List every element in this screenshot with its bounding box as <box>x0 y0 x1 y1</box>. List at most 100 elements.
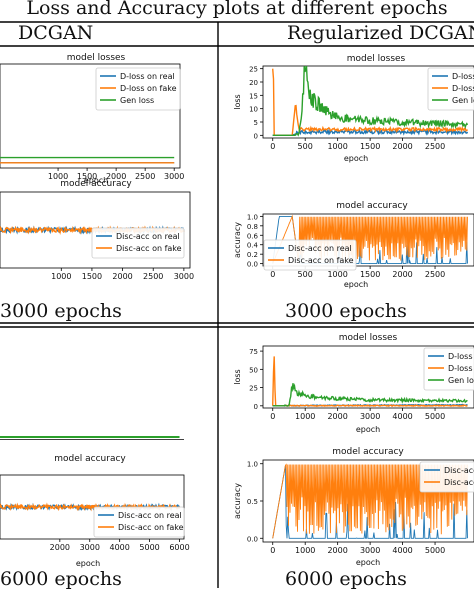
series-line-disc-acc-on-fake <box>0 502 181 512</box>
panel-regularized-3000-loss: model losses 0 500 1000 1500 2000 2500 0 5 10 15 20… <box>228 48 474 196</box>
x-tick-label: 2000 <box>392 270 412 279</box>
x-tick-label: 1000 <box>295 412 315 421</box>
y-tick-label: 0.0 <box>247 535 258 543</box>
x-tick-label: 1500 <box>360 142 380 151</box>
legend: Disc-acc on real Disc-acc on fake <box>93 506 185 538</box>
plot-area <box>272 66 469 137</box>
panel-dcgan-6000-loss <box>0 430 216 440</box>
x-tick-label: 1500 <box>77 172 97 181</box>
y-tick-label: 1.0 <box>247 213 258 221</box>
legend: D-loss on real D-loss on fake Gen loss <box>427 67 474 111</box>
plot-area <box>0 156 175 164</box>
x-tick-label: 4000 <box>392 546 412 555</box>
legend-label: D-loss on fake <box>452 84 474 93</box>
chart-title: model accuracy <box>60 179 132 189</box>
chart-dc6000_loss <box>0 436 184 440</box>
x-tick-label: 3000 <box>80 543 100 552</box>
y-tick-label: 0 <box>254 403 258 411</box>
y-tick-label: 20 <box>249 79 258 87</box>
legend-label: D-loss on real <box>120 72 175 81</box>
legend-label: D-loss on fake <box>120 84 177 93</box>
y-tick-label: 25 <box>249 66 258 74</box>
y-tick-label: 0.4 <box>247 242 259 250</box>
x-axis-label: epoch <box>356 558 380 567</box>
y-tick-label: 0 <box>254 132 258 140</box>
series-line-d-loss-on-fake <box>272 68 469 137</box>
legend-label: Disc-acc on real <box>444 466 474 475</box>
x-tick-label: 1500 <box>82 272 102 281</box>
legend: Disc-acc on real Disc-acc on fake <box>419 461 474 493</box>
x-tick-label: 0 <box>270 270 275 279</box>
chart-title: model losses <box>347 54 406 64</box>
legend: D-loss on real D-loss on fake Gen loss <box>423 347 474 391</box>
legend-label: Disc-acc on real <box>116 232 180 241</box>
x-tick-label: 3000 <box>360 412 380 421</box>
x-tick-label: 4000 <box>392 412 412 421</box>
y-tick-label: 0.5 <box>247 498 258 506</box>
x-tick-label: 1500 <box>360 270 380 279</box>
x-axis-label: epoch <box>344 154 368 163</box>
chart-title: model losses <box>67 53 126 63</box>
x-tick-label: 500 <box>298 142 313 151</box>
chart-reg3000_acc: model accuracy 0 500 1000 1500 2000 2500 0.0 0.2… <box>233 201 474 289</box>
legend-label: D-loss on real <box>448 352 474 361</box>
panel-dcgan-3000-loss: model losses 1000 1500 2000 2500 3000 epoch D-l… <box>0 48 216 186</box>
y-tick-label: 0.0 <box>247 261 258 269</box>
x-tick-label: 2000 <box>327 412 347 421</box>
y-tick-label: 0.6 <box>247 232 259 240</box>
y-tick-label: 0.2 <box>247 251 258 259</box>
x-tick-label: 2000 <box>112 272 132 281</box>
legend-box <box>93 506 185 538</box>
x-axis-label: epoch <box>356 425 380 434</box>
series-line-d-loss-on-real <box>272 127 469 137</box>
column-label-right: Regularized DCGAN <box>287 22 474 44</box>
y-axis-label: loss <box>233 369 242 384</box>
x-tick-label: 6000 <box>169 543 189 552</box>
panel-regularized-6000-accuracy: model accuracy 0 1000 2000 3000 4000 5000 0.0 0.… <box>228 440 474 568</box>
x-tick-label: 1000 <box>327 142 347 151</box>
panel-regularized-6000-loss: model losses 0 1000 2000 3000 4000 5000 0 25 50 75… <box>228 328 474 438</box>
legend-label: Disc-acc on real <box>288 244 352 253</box>
x-tick-label: 2000 <box>106 172 126 181</box>
chart-reg6000_loss: model losses 0 1000 2000 3000 4000 5000 0 25 50 75… <box>233 333 474 434</box>
legend-box <box>263 239 357 271</box>
legend: Disc-acc on real Disc-acc on fake <box>91 227 185 259</box>
row1-left-caption: 3000 epochs <box>0 300 122 322</box>
legend: Disc-acc on real Disc-acc on fake <box>263 239 357 271</box>
chart-title: model losses <box>339 333 398 343</box>
series-line-disc-acc-on-real <box>272 465 468 539</box>
chart-dc3000_loss: model losses 1000 1500 2000 2500 3000 epoch D-l… <box>0 53 184 185</box>
row1-right-caption: 3000 epochs <box>285 300 407 322</box>
x-tick-label: 2000 <box>392 142 412 151</box>
chart-dc3000_acc: model accuracy 1000 1500 2000 2500 3000 Disc-a… <box>0 179 194 281</box>
x-tick-label: 1000 <box>51 272 71 281</box>
row2-right-caption: 6000 epochs <box>285 568 407 590</box>
x-tick-label: 2500 <box>143 272 163 281</box>
x-tick-label: 5000 <box>425 412 445 421</box>
legend-box <box>95 67 181 111</box>
y-axis-label: accuracy <box>233 483 242 519</box>
plot-area <box>272 356 468 408</box>
y-axis-label: accuracy <box>233 222 242 258</box>
x-tick-label: 5000 <box>139 543 159 552</box>
y-tick-label: 0.8 <box>247 223 258 231</box>
x-tick-label: 3000 <box>164 172 184 181</box>
legend-label: D-loss on real <box>452 72 474 81</box>
row2-left-caption: 6000 epochs <box>0 568 122 590</box>
x-tick-label: 4000 <box>109 543 129 552</box>
chart-reg3000_loss: model losses 0 500 1000 1500 2000 2500 0 5 10 15 20… <box>233 54 474 163</box>
y-tick-label: 10 <box>249 106 258 114</box>
chart-title: model accuracy <box>332 447 404 457</box>
x-axis-label: epoch <box>344 280 368 289</box>
y-tick-label: 1.0 <box>247 461 258 469</box>
chart-reg6000_acc: model accuracy 0 1000 2000 3000 4000 5000 0.0 0.… <box>233 447 474 567</box>
x-tick-label: 500 <box>298 270 313 279</box>
x-tick-label: 1000 <box>327 270 347 279</box>
column-label-left: DCGAN <box>18 22 94 44</box>
x-tick-label: 3000 <box>174 272 194 281</box>
x-tick-label: 2500 <box>135 172 155 181</box>
panel-dcgan-3000-accuracy: model accuracy 1000 1500 2000 2500 3000 Disc-a… <box>0 172 216 300</box>
x-tick-label: 2000 <box>327 546 347 555</box>
x-tick-label: 2500 <box>425 270 445 279</box>
y-tick-label: 5 <box>254 119 258 127</box>
